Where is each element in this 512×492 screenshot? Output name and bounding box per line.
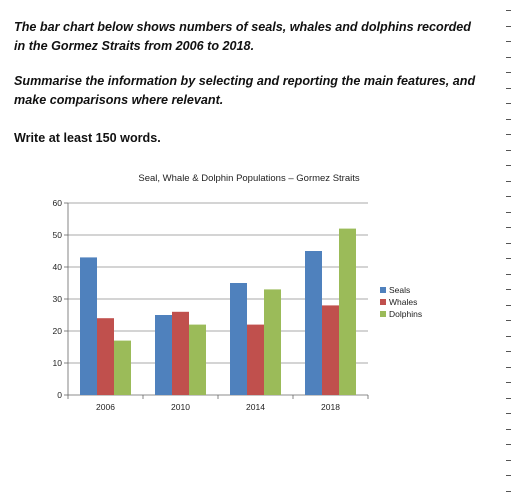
margin-tick <box>506 413 511 414</box>
margin-tick <box>506 134 511 135</box>
bar-dolphins-2014 <box>264 289 281 395</box>
margin-tick <box>506 367 511 368</box>
margin-tick <box>506 475 511 476</box>
legend-swatch-dolphins <box>380 311 386 317</box>
margin-tick <box>506 289 511 290</box>
y-tick-label: 0 <box>57 390 62 400</box>
chart-title: Seal, Whale & Dolphin Populations – Gorm… <box>138 173 359 184</box>
legend-label-seals: Seals <box>389 285 410 295</box>
margin-tick <box>506 10 511 11</box>
margin-tick <box>506 460 511 461</box>
chart-bars <box>80 228 356 395</box>
y-tick-label: 30 <box>53 294 63 304</box>
bar-whales-2006 <box>97 318 114 395</box>
margin-tick <box>506 320 511 321</box>
page-margin-rule <box>506 0 512 492</box>
legend-swatch-whales <box>380 299 386 305</box>
x-tick-label: 2006 <box>96 402 115 412</box>
margin-tick <box>506 119 511 120</box>
bar-seals-2006 <box>80 257 97 395</box>
margin-tick <box>506 305 511 306</box>
margin-tick <box>506 72 511 73</box>
margin-tick <box>506 336 511 337</box>
margin-tick <box>506 150 511 151</box>
legend-label-dolphins: Dolphins <box>389 309 422 319</box>
bar-seals-2014 <box>230 283 247 395</box>
margin-tick <box>506 243 511 244</box>
bar-whales-2018 <box>322 305 339 395</box>
word-count-instruction: Write at least 150 words. <box>14 131 161 145</box>
margin-tick <box>506 274 511 275</box>
bar-dolphins-2018 <box>339 228 356 395</box>
margin-tick <box>506 258 511 259</box>
bar-whales-2014 <box>247 324 264 395</box>
margin-tick <box>506 196 511 197</box>
margin-tick <box>506 57 511 58</box>
margin-tick <box>506 26 511 27</box>
bar-dolphins-2006 <box>114 340 131 395</box>
y-tick-label: 20 <box>53 326 63 336</box>
bar-seals-2010 <box>155 315 172 395</box>
legend-swatch-seals <box>380 287 386 293</box>
x-tick-label: 2010 <box>171 402 190 412</box>
margin-tick <box>506 351 511 352</box>
margin-tick <box>506 429 511 430</box>
bar-seals-2018 <box>305 251 322 395</box>
bar-chart-container: Seal, Whale & Dolphin Populations – Gorm… <box>0 160 470 430</box>
margin-tick <box>506 398 511 399</box>
margin-tick <box>506 165 511 166</box>
x-tick-label: 2018 <box>321 402 340 412</box>
margin-tick <box>506 382 511 383</box>
y-tick-label: 60 <box>53 198 63 208</box>
margin-tick <box>506 181 511 182</box>
legend-label-whales: Whales <box>389 297 417 307</box>
margin-tick <box>506 88 511 89</box>
y-tick-label: 10 <box>53 358 63 368</box>
y-tick-label: 40 <box>53 262 63 272</box>
bar-chart: Seal, Whale & Dolphin Populations – Gorm… <box>53 173 423 412</box>
y-tick-label: 50 <box>53 230 63 240</box>
margin-tick <box>506 227 511 228</box>
margin-tick <box>506 444 511 445</box>
bar-whales-2010 <box>172 311 189 395</box>
margin-tick <box>506 212 511 213</box>
chart-legend: Seals Whales Dolphins <box>380 285 422 319</box>
task-instructions: Summarise the information by selecting a… <box>14 74 476 107</box>
margin-tick <box>506 103 511 104</box>
task-prompt: The bar chart below shows numbers of sea… <box>14 20 471 53</box>
margin-tick <box>506 41 511 42</box>
bar-dolphins-2010 <box>189 324 206 395</box>
x-tick-label: 2014 <box>246 402 265 412</box>
